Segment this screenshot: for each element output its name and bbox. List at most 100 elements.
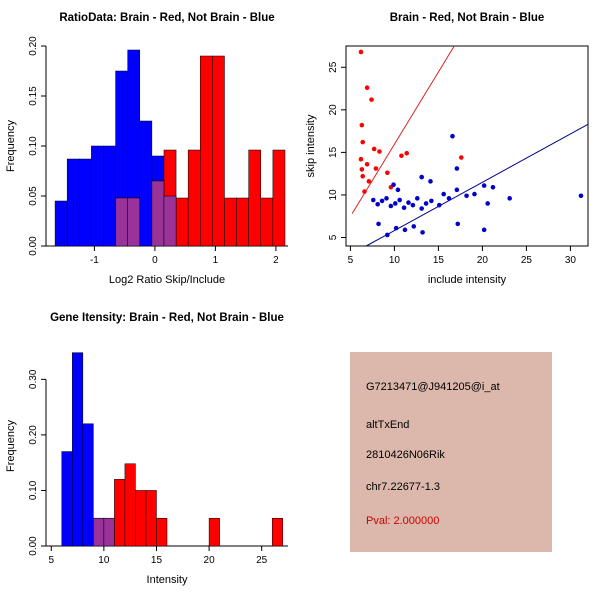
brain-fit-line — [351, 45, 455, 214]
y-tick-label: 0.00 — [28, 536, 39, 556]
y-tick-label: 25 — [328, 61, 339, 73]
gene-info-box: G7213471@J941205@i_at altTxEnd 2810426N0… — [350, 352, 552, 552]
x-tick-label: 15 — [151, 555, 163, 566]
not-brain-point — [454, 187, 460, 193]
not-brain-bar — [79, 158, 92, 247]
not-brain-point — [376, 221, 381, 227]
not-brain-point — [402, 227, 408, 233]
not-brain-point — [419, 174, 424, 180]
overlap-bar — [151, 180, 165, 247]
not-brain-point — [429, 198, 434, 204]
brain-bar — [145, 490, 157, 547]
brain-point — [364, 161, 370, 167]
panel-intensity-scatter: Brain - Red, Not Brain - Blue 5 10 15 20 25 30… — [305, 12, 589, 286]
brain-point — [362, 189, 367, 194]
y-tick-label: 0.20 — [28, 36, 39, 56]
brain-point — [364, 85, 370, 91]
not-brain-bar — [103, 145, 116, 247]
brain-point — [369, 97, 374, 102]
x-tick-label: 10 — [389, 255, 401, 266]
x-axis-label: Log2 Ratio Skip/Include — [109, 274, 225, 286]
not-brain-point — [441, 191, 446, 197]
x-tick-label: 15 — [433, 255, 445, 266]
not-brain-point — [428, 179, 433, 184]
brain-bar — [271, 517, 283, 547]
brain-point — [359, 167, 365, 172]
overlap-bar — [93, 517, 105, 547]
x-tick-label: 25 — [521, 255, 533, 266]
gene-name-text: 2810426N06Rik — [366, 449, 445, 461]
not-brain-point — [406, 200, 411, 205]
x-tick-label: 20 — [204, 555, 216, 566]
not-brain-point — [391, 182, 396, 188]
x-tick-label: 25 — [256, 555, 268, 566]
not-brain-bar — [82, 423, 94, 547]
chart-title: RatioData: Brain - Red, Not Brain - Blue — [59, 12, 274, 24]
x-tick-label: 2 — [273, 255, 279, 266]
not-brain-point — [464, 193, 469, 199]
not-brain-point — [388, 203, 394, 209]
plot-box — [345, 45, 589, 247]
not-brain-point — [414, 196, 420, 201]
y-axis-label: Frequency — [5, 420, 17, 472]
brain-point — [358, 49, 364, 55]
not-brain-point — [446, 196, 452, 201]
not-brain-point — [411, 224, 417, 229]
x-tick-label: 5 — [348, 255, 354, 266]
overlap-bar — [163, 195, 177, 247]
brain-point — [360, 139, 366, 145]
not-brain-point — [375, 201, 380, 207]
pval-text: Pval: 2.000000 — [366, 515, 440, 527]
brain-bar — [272, 149, 286, 247]
brain-bar — [260, 197, 274, 247]
not-brain-point — [490, 184, 496, 190]
not-brain-point — [481, 227, 487, 233]
y-tick-label: 0.15 — [28, 86, 39, 106]
probe-id-text: G7213471@J941205@i_at — [366, 381, 500, 393]
not-brain-fit-line — [365, 123, 589, 247]
not-brain-point — [384, 196, 389, 201]
not-brain-point — [393, 225, 399, 231]
not-brain-point — [420, 230, 425, 235]
brain-point — [371, 146, 377, 152]
event-type-text: altTxEnd — [366, 419, 410, 431]
x-axis-label: Intensity — [147, 574, 188, 586]
not-brain-point — [385, 232, 390, 238]
not-brain-point — [410, 202, 416, 208]
x-tick-label: 30 — [565, 255, 577, 266]
not-brain-bar — [61, 451, 73, 547]
brain-bar — [175, 197, 189, 247]
x-tick-label: -1 — [90, 255, 99, 266]
y-tick-label: 0.05 — [28, 186, 39, 206]
brain-bar — [208, 517, 220, 547]
y-axis-label: skip intensity — [305, 114, 317, 177]
brain-bar — [200, 55, 213, 247]
not-brain-point — [423, 201, 429, 206]
not-brain-point — [455, 221, 461, 227]
locus-text: chr7.22677-1.3 — [366, 481, 440, 493]
y-tick-label: 15 — [328, 146, 339, 158]
brain-bar — [135, 490, 147, 547]
not-brain-bar — [66, 158, 80, 247]
brain-bar — [224, 197, 237, 247]
not-brain-bar — [91, 145, 104, 247]
brain-point — [358, 156, 364, 162]
y-tick-label: 0.00 — [28, 236, 39, 256]
x-tick-label: 1 — [213, 255, 219, 266]
brain-point — [377, 149, 382, 154]
not-brain-point — [401, 205, 407, 211]
not-brain-point — [472, 191, 477, 197]
x-axis-label: include intensity — [428, 274, 507, 286]
brain-bar — [156, 517, 168, 547]
x-tick-label: 10 — [98, 555, 110, 566]
brain-point — [373, 166, 379, 171]
not-brain-bar — [72, 352, 84, 547]
brain-point — [360, 173, 366, 179]
y-tick-label: 0.10 — [28, 480, 39, 500]
not-brain-point — [481, 183, 487, 188]
not-brain-point — [370, 197, 376, 203]
brain-bar — [236, 197, 249, 247]
not-brain-point — [454, 166, 460, 171]
brain-point — [366, 179, 372, 184]
